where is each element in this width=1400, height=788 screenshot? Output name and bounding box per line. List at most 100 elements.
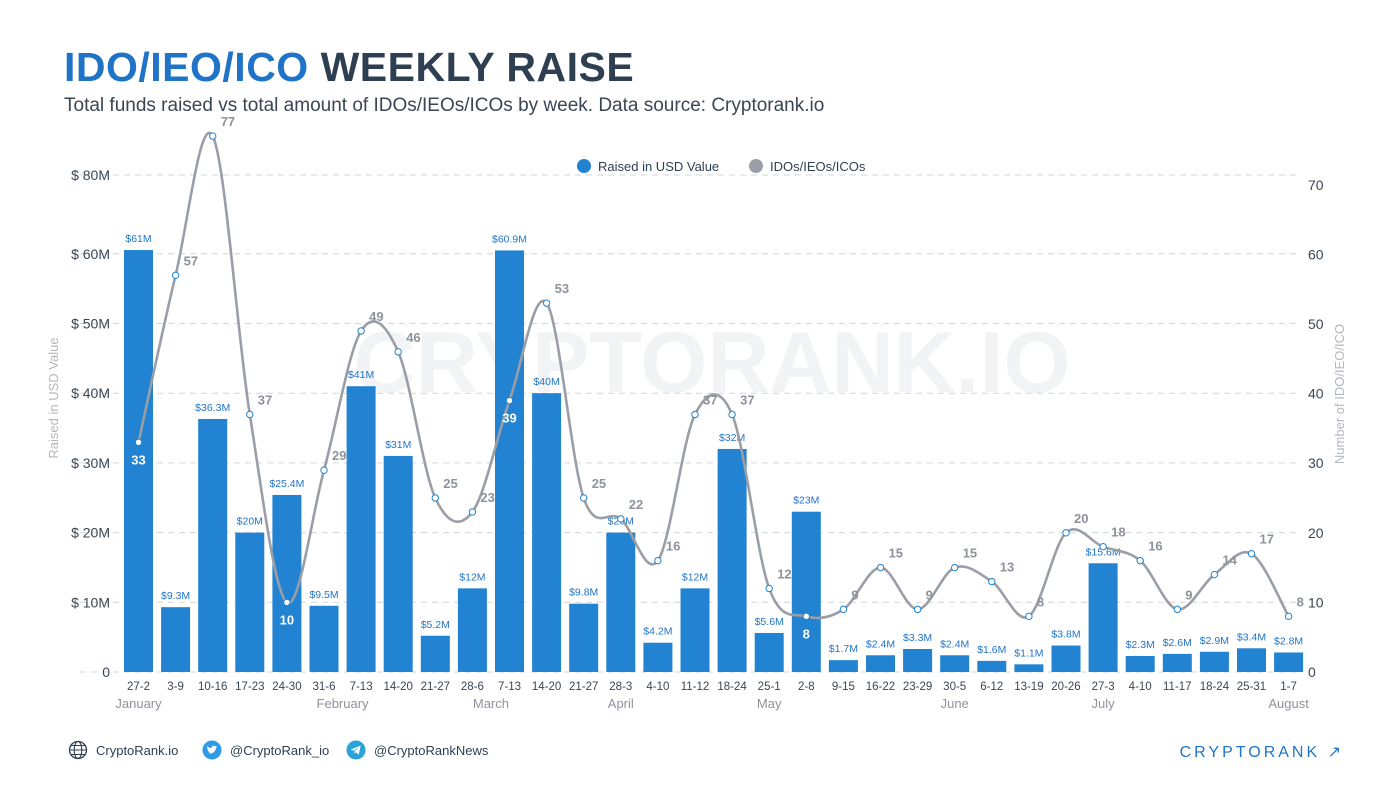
bar-value-label: $20M (237, 516, 263, 528)
line-point (802, 612, 810, 621)
footer-website[interactable]: CryptoRank.io (68, 740, 178, 760)
bar-value-label: $5.6M (755, 616, 784, 628)
bar (457, 588, 487, 672)
bar (569, 603, 599, 672)
bar-value-label: $2.4M (940, 638, 969, 650)
x-tick-label: 18-24 (717, 681, 747, 693)
line-value-label: 20 (1074, 511, 1088, 526)
footer: CryptoRank.io @CryptoRank_io @CryptoRank… (0, 740, 1400, 764)
bar (198, 418, 228, 672)
line-point (357, 327, 365, 335)
x-tick-label: 20-26 (1051, 681, 1080, 693)
bar (1274, 652, 1304, 672)
footer-twitter[interactable]: @CryptoRank_io (202, 740, 329, 760)
line-value-label: 33 (131, 452, 145, 467)
month-label: July (1092, 696, 1116, 711)
line-value-label: 12 (777, 566, 791, 581)
twitter-icon (202, 740, 222, 760)
chart-title: IDO/IEO/ICO WEEKLY RAISE (64, 44, 634, 91)
bar (903, 648, 933, 672)
y-tick-label: $ 60M (71, 246, 110, 262)
line-value-label: 15 (963, 546, 977, 561)
line-point (246, 410, 254, 419)
x-tick-label: 14-20 (532, 681, 561, 693)
line-point (431, 494, 439, 502)
line-point (1210, 570, 1219, 579)
bar-value-label: $3.8M (1051, 629, 1080, 641)
x-tick-label: 13-19 (1014, 681, 1043, 693)
month-label: January (115, 696, 162, 711)
bar-value-label: $1.1M (1014, 647, 1043, 659)
x-tick-label: 10-16 (198, 681, 227, 693)
line-point (283, 598, 291, 607)
line-point (209, 132, 217, 140)
line-point (876, 563, 885, 572)
y-tick-label: $ 40M (71, 385, 110, 401)
bar-value-label: $2.8M (1274, 635, 1303, 647)
bar (717, 448, 747, 672)
chart-title-accent: IDO/IEO/ICO (64, 44, 309, 90)
bar (866, 655, 895, 672)
bar-value-label: $40M (533, 376, 559, 388)
line-value-label: 57 (184, 253, 198, 268)
x-tick-label: 31-6 (312, 681, 335, 693)
chart-area: CRYPTORANK.IO0$ 10M$ 20M$ 30M$ 40M$ 50M$… (46, 114, 1347, 711)
line-point (839, 605, 848, 614)
line-point (1099, 543, 1107, 551)
bar (754, 632, 784, 672)
line-value-label: 15 (889, 546, 903, 561)
bar (495, 250, 524, 672)
x-tick-label: 6-12 (980, 681, 1003, 693)
line-value-label: 77 (221, 114, 235, 129)
line-value-label: 16 (1148, 539, 1162, 554)
bar-value-label: $3.3M (903, 632, 932, 644)
month-label: August (1268, 696, 1309, 711)
bar-value-label: $1.6M (977, 644, 1006, 656)
x-tick-label: 1-7 (1280, 681, 1297, 693)
y2-tick-label: 50 (1308, 316, 1324, 332)
line-value-label: 8 (1037, 594, 1044, 609)
bar (272, 494, 302, 672)
x-tick-label: 21-27 (569, 681, 598, 693)
bar-value-label: $36.3M (195, 402, 230, 414)
line-value-label: 16 (666, 539, 680, 554)
bar-value-label: $9.8M (569, 587, 598, 599)
bar (1051, 645, 1081, 672)
line-point (617, 515, 625, 523)
x-tick-label: 11-12 (681, 681, 710, 693)
bar-value-label: $32M (719, 432, 745, 444)
x-tick-label: 9-15 (832, 681, 855, 693)
x-tick-label: 7-13 (498, 681, 521, 693)
x-tick-label: 27-2 (127, 681, 150, 693)
bar (1125, 655, 1155, 672)
month-label: April (608, 696, 634, 711)
bar-value-label: $2.9M (1200, 635, 1229, 647)
bar-value-label: $23M (793, 495, 819, 507)
footer-telegram[interactable]: @CryptoRankNews (346, 740, 488, 760)
bar (643, 642, 673, 672)
month-label: June (941, 696, 969, 711)
y-axis-label: Raised in USD Value (46, 337, 61, 458)
line-value-label: 37 (258, 392, 272, 407)
bar (346, 386, 376, 672)
line-value-label: 25 (592, 476, 606, 491)
x-tick-label: 2-8 (798, 681, 815, 693)
footer-website-label: CryptoRank.io (96, 742, 179, 758)
bar (420, 635, 450, 672)
bar (606, 532, 636, 672)
x-tick-label: 3-9 (167, 681, 184, 693)
y-tick-label: $ 30M (71, 455, 110, 471)
line-value-label: 18 (1111, 525, 1125, 540)
legend-swatch-raised (577, 159, 591, 173)
bar (309, 605, 339, 672)
line-point (1025, 612, 1033, 621)
bar-value-label: $12M (682, 571, 708, 583)
telegram-icon (346, 740, 366, 760)
y2-tick-label: 20 (1308, 525, 1324, 541)
line-point (1136, 556, 1144, 565)
line-value-label: 53 (555, 281, 569, 296)
brand-logo[interactable]: CRYPTORANK ↗ (1179, 744, 1344, 761)
bar (532, 393, 562, 672)
x-tick-label: 11-17 (1163, 681, 1192, 693)
line-value-label: 17 (1260, 532, 1274, 547)
